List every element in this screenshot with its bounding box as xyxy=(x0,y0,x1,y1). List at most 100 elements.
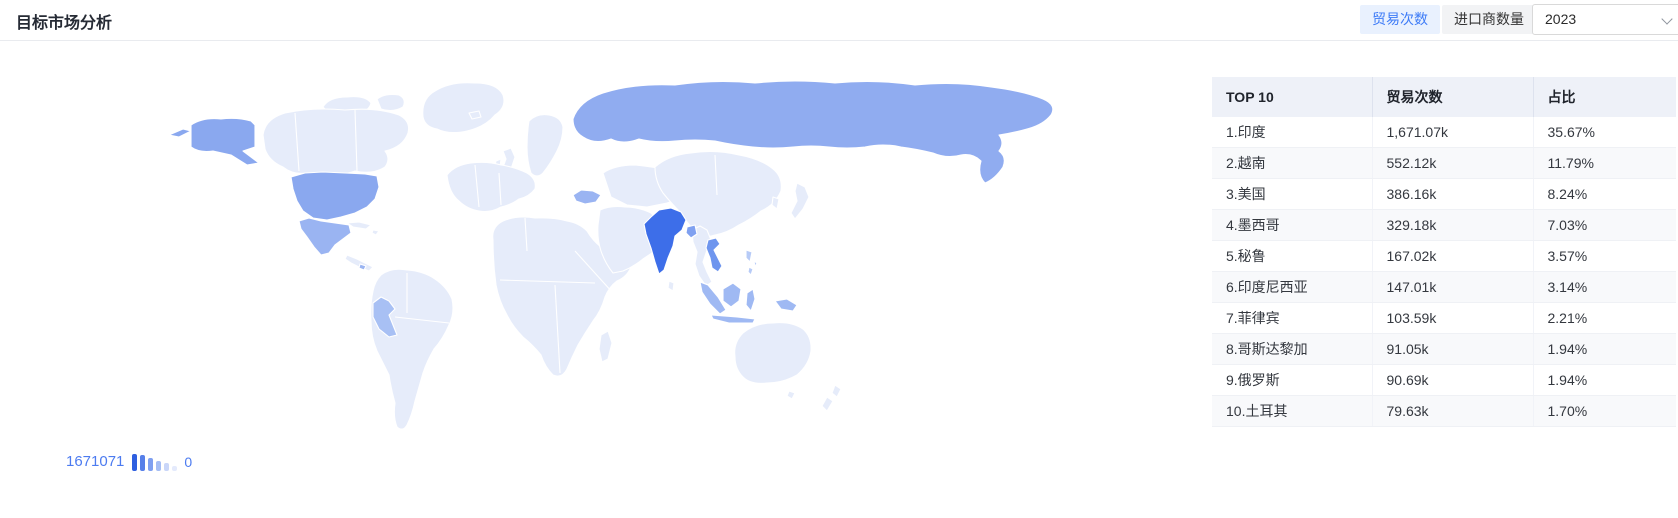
map-country-cuba[interactable] xyxy=(346,221,372,230)
map-country-turkey[interactable] xyxy=(572,189,602,205)
legend-min-label: 0 xyxy=(184,454,193,470)
country-rank-name: 1.印度 xyxy=(1212,117,1373,148)
map-region-indochina[interactable] xyxy=(691,225,713,287)
trade-count-value: 1,671.07k xyxy=(1372,117,1534,148)
top10-table: TOP 10 贸易次数 占比 1.印度 1,671.07k 35.67% 2.越… xyxy=(1212,77,1676,427)
metric-tab-trade-count[interactable]: 贸易次数 xyxy=(1360,5,1440,34)
map-country-greenland[interactable] xyxy=(422,82,505,134)
map-region-aleutians[interactable] xyxy=(168,128,192,138)
share-value: 3.14% xyxy=(1533,271,1676,303)
share-value: 1.94% xyxy=(1533,333,1676,365)
trade-count-value: 79.63k xyxy=(1372,395,1534,427)
map-border-line xyxy=(574,250,614,294)
map-border-line xyxy=(354,109,358,172)
table-header-row: TOP 10 贸易次数 占比 xyxy=(1212,77,1676,117)
table-row: 3.美国 386.16k 8.24% xyxy=(1212,178,1676,210)
share-value: 3.57% xyxy=(1533,240,1676,272)
world-map-canvas[interactable] xyxy=(55,55,1075,445)
map-border-line xyxy=(524,217,528,252)
map-country-canada[interactable] xyxy=(262,108,410,176)
map-country-mexico[interactable] xyxy=(298,217,352,256)
country-rank-name: 5.秘鲁 xyxy=(1212,240,1373,272)
country-rank-name: 7.菲律宾 xyxy=(1212,302,1373,334)
country-rank-name: 10.土耳其 xyxy=(1212,395,1373,427)
legend-bar xyxy=(132,454,138,471)
map-country-sri-lanka[interactable] xyxy=(667,280,675,292)
map-country[interactable] xyxy=(376,93,405,112)
map-region-tasmania[interactable] xyxy=(786,390,796,400)
map-country[interactable] xyxy=(371,229,380,236)
map-country-japan[interactable] xyxy=(790,182,810,220)
map-region-sulawesi[interactable] xyxy=(745,288,756,312)
map-country-vietnam[interactable] xyxy=(705,237,723,273)
map-country-russia[interactable] xyxy=(572,80,1054,184)
table-row: 6.印度尼西亚 147.01k 3.14% xyxy=(1212,271,1676,303)
table-row: 2.越南 552.12k 11.79% xyxy=(1212,147,1676,179)
table-row: 8.哥斯达黎加 91.05k 1.94% xyxy=(1212,333,1676,365)
panel-header: 目标市场分析 贸易次数 进口商数量 2023 xyxy=(0,0,1678,41)
map-country-philippines[interactable] xyxy=(745,249,753,263)
map-region-alaska[interactable] xyxy=(190,117,260,166)
map-region-scandinavia[interactable] xyxy=(526,114,564,177)
map-border-line xyxy=(498,172,502,206)
table-row: 4.墨西哥 329.18k 7.03% xyxy=(1212,209,1676,241)
trade-count-value: 90.69k xyxy=(1372,364,1534,396)
map-country-korea[interactable] xyxy=(771,196,780,210)
legend-bar xyxy=(172,466,178,471)
country-rank-name: 9.俄罗斯 xyxy=(1212,364,1373,396)
map-country-new-zealand[interactable] xyxy=(821,396,834,412)
trade-count-value: 329.18k xyxy=(1372,209,1534,241)
map-country-peru[interactable] xyxy=(372,296,398,338)
legend-bar xyxy=(148,458,154,471)
map-country-bangladesh[interactable] xyxy=(685,224,698,239)
map-region-sumatra[interactable] xyxy=(699,281,727,315)
year-select[interactable]: 2023 xyxy=(1532,4,1678,35)
share-value: 11.79% xyxy=(1533,147,1676,179)
map-country-new-zealand[interactable] xyxy=(831,384,842,398)
map-country-usa[interactable] xyxy=(290,171,380,221)
share-value: 1.94% xyxy=(1533,364,1676,396)
map-country-iceland[interactable] xyxy=(468,110,482,120)
map-region-papua[interactable] xyxy=(774,298,798,312)
share-value: 35.67% xyxy=(1533,117,1676,148)
trade-count-value: 386.16k xyxy=(1372,178,1534,210)
map-border-line xyxy=(294,112,300,172)
map-border-line xyxy=(474,164,480,208)
map-country-brazil[interactable] xyxy=(370,268,454,430)
country-rank-name: 4.墨西哥 xyxy=(1212,209,1373,241)
map-border-line xyxy=(554,284,561,374)
country-rank-name: 2.越南 xyxy=(1212,147,1373,179)
trade-count-value: 91.05k xyxy=(1372,333,1534,365)
map-country-india[interactable] xyxy=(643,207,687,275)
legend-bar xyxy=(164,463,170,471)
map-region-java[interactable] xyxy=(710,314,756,324)
map-region-central-america[interactable] xyxy=(344,254,374,272)
metric-tab-group: 贸易次数 进口商数量 xyxy=(1360,5,1536,34)
map-region-africa[interactable] xyxy=(492,216,632,377)
table-row: 10.土耳其 79.63k 1.70% xyxy=(1212,395,1676,427)
map-country-philippines[interactable] xyxy=(747,266,754,276)
map-country-philippines[interactable] xyxy=(753,260,758,268)
trade-count-value: 103.59k xyxy=(1372,302,1534,334)
map-region-europe[interactable] xyxy=(446,161,536,213)
table-header-trade-count: 贸易次数 xyxy=(1372,77,1534,117)
metric-tab-importer-count[interactable]: 进口商数量 xyxy=(1442,5,1536,34)
year-select-value: 2023 xyxy=(1545,11,1577,27)
map-country-costa-rica[interactable] xyxy=(358,263,367,271)
map-border-line xyxy=(499,279,596,284)
map-legend: 1671071 0 xyxy=(66,449,192,471)
legend-gradient-bars xyxy=(132,453,178,471)
table-row: 5.秘鲁 167.02k 3.57% xyxy=(1212,240,1676,272)
table-row: 1.印度 1,671.07k 35.67% xyxy=(1212,117,1676,148)
map-country-australia[interactable] xyxy=(734,322,812,384)
share-value: 2.21% xyxy=(1533,302,1676,334)
trade-count-value: 147.01k xyxy=(1372,271,1534,303)
map-country-madagascar[interactable] xyxy=(598,330,613,363)
share-value: 1.70% xyxy=(1533,395,1676,427)
map-region-borneo[interactable] xyxy=(722,282,742,308)
trade-count-value: 167.02k xyxy=(1372,240,1534,272)
map-countries[interactable] xyxy=(168,80,1054,430)
country-rank-name: 3.美国 xyxy=(1212,178,1373,210)
chevron-down-icon xyxy=(1661,13,1673,25)
